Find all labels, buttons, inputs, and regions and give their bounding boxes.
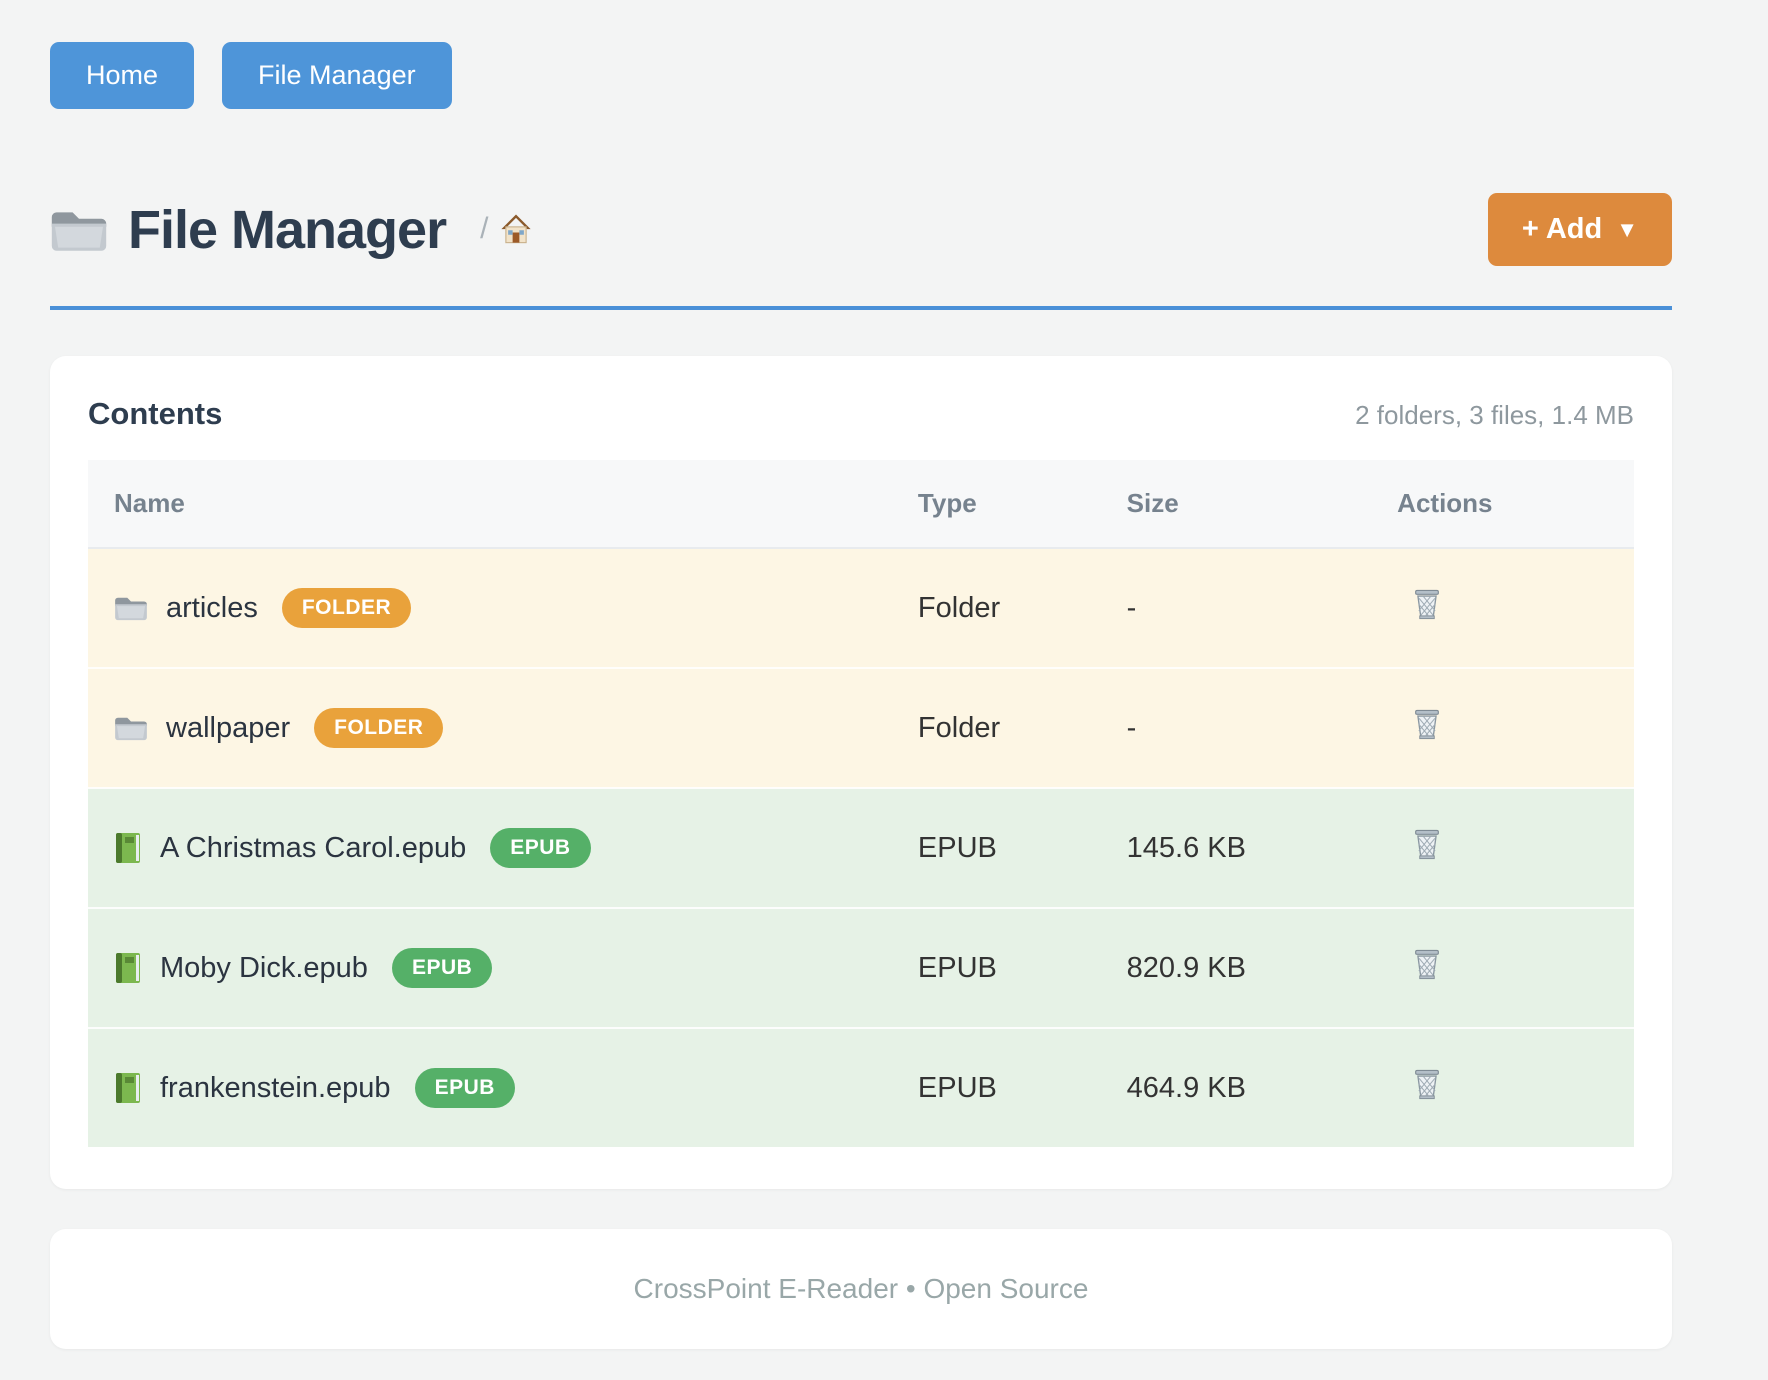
add-button[interactable]: + Add ▼ [1487,193,1672,266]
size-cell: 820.9 KB [1100,907,1372,1028]
trash-icon [1411,827,1443,861]
table-row: wallpaper FOLDER Folder - [88,667,1634,788]
file-name-link[interactable]: A Christmas Carol.epub [160,831,467,864]
footer-text: CrossPoint E-Reader • Open Source [633,1273,1089,1304]
top-nav: Home File Manager [50,42,1672,109]
file-name-link[interactable]: Moby Dick.epub [160,951,368,984]
type-badge: FOLDER [314,708,444,748]
header-divider [50,306,1672,310]
delete-button[interactable] [1411,587,1443,621]
file-table-body: articles FOLDER Folder - wallpaper [88,547,1634,1147]
chevron-down-icon: ▼ [1616,216,1638,242]
type-badge: FOLDER [281,588,412,628]
trash-icon [1411,1067,1443,1101]
book-icon [114,832,142,864]
trash-icon [1411,947,1443,981]
column-header-type: Type [891,460,1101,549]
table-row: A Christmas Carol.epub EPUB EPUB 145.6 K… [88,787,1634,908]
table-row: frankenstein.epub EPUB EPUB 464.9 KB [88,1027,1634,1147]
file-name-link[interactable]: frankenstein.epub [160,1071,391,1104]
column-header-name: Name [88,460,892,549]
trash-icon [1411,707,1443,741]
page-header: File Manager / + Add ▼ [50,193,1672,266]
breadcrumb-separator: / [480,211,489,245]
book-icon [114,1072,142,1104]
type-cell: Folder [891,667,1101,788]
delete-button[interactable] [1411,1067,1443,1101]
folder-icon [114,594,148,622]
type-cell: Folder [891,547,1101,668]
type-badge: EPUB [414,1068,515,1108]
type-cell: EPUB [891,907,1101,1028]
size-cell: 464.9 KB [1100,1027,1372,1147]
type-badge: EPUB [391,948,493,988]
home-nav-button[interactable]: Home [50,42,195,109]
contents-card: Contents 2 folders, 3 files, 1.4 MB Name… [50,356,1672,1189]
column-header-size: Size [1100,460,1372,549]
table-row: articles FOLDER Folder - [88,547,1634,668]
table-header-row: Name Type Size Actions [88,460,1634,549]
type-badge: EPUB [490,828,591,868]
size-cell: - [1100,667,1372,788]
delete-button[interactable] [1411,707,1443,741]
file-manager-nav-button[interactable]: File Manager [222,42,452,109]
folder-icon [50,206,108,254]
size-cell: 145.6 KB [1100,787,1372,908]
folder-icon [114,714,148,742]
footer: CrossPoint E-Reader • Open Source [50,1229,1672,1349]
contents-summary: 2 folders, 3 files, 1.4 MB [1355,400,1634,430]
delete-button[interactable] [1411,827,1443,861]
file-table: Name Type Size Actions articles FOLDER F… [88,460,1634,1147]
book-icon [114,952,142,984]
type-cell: EPUB [891,1027,1101,1147]
add-button-label: + Add [1521,213,1603,245]
trash-icon [1411,587,1443,621]
delete-button[interactable] [1411,947,1443,981]
breadcrumb: / [480,210,534,250]
home-icon[interactable] [498,210,534,246]
page-title: File Manager [128,199,447,260]
file-name-link[interactable]: articles [166,591,258,624]
size-cell: - [1100,547,1372,668]
type-cell: EPUB [891,787,1101,908]
column-header-actions: Actions [1371,460,1634,549]
contents-title: Contents [88,396,223,431]
table-row: Moby Dick.epub EPUB EPUB 820.9 KB [88,907,1634,1028]
file-name-link[interactable]: wallpaper [166,711,291,744]
